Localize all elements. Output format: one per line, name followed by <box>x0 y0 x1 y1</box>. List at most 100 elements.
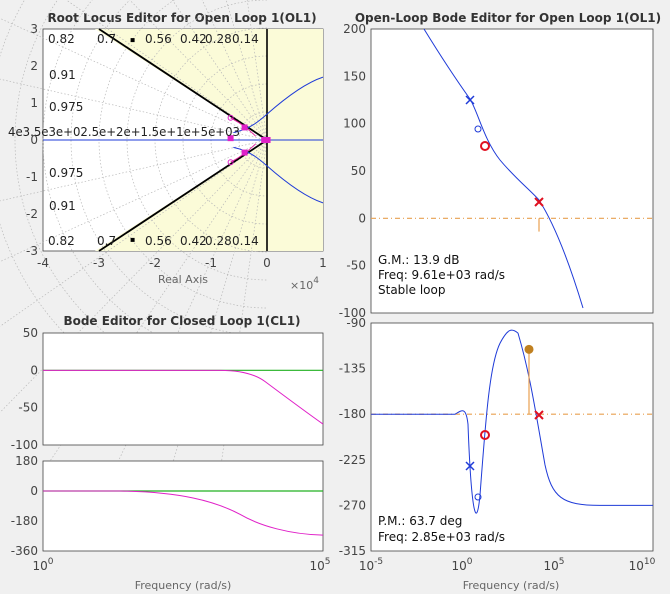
y-tick-label: 100 <box>343 117 366 131</box>
cl-phase-curve[interactable] <box>43 490 324 536</box>
ol-phase-y-ticks: -90 -135 -180 -225 -270 -315 <box>339 316 366 558</box>
constraint-handle[interactable] <box>130 237 135 242</box>
root-locus-x-axis-label: Real Axis <box>158 273 208 286</box>
tick-exponent: 5 <box>325 557 331 567</box>
root-locus-x-ticks: -4 -3 -2 -1 0 1 <box>37 256 327 270</box>
damping-ray <box>65 0 268 141</box>
x-tick-label: 100 <box>32 557 53 573</box>
open-loop-bode-editor[interactable]: Open-Loop Bode Editor for Open Loop 1(OL… <box>339 11 661 320</box>
closed-loop-pole[interactable] <box>241 149 248 156</box>
closed-loop-pole[interactable] <box>264 137 271 143</box>
compensator-pole-marker[interactable] <box>534 197 544 207</box>
damping-ray <box>246 0 268 141</box>
y-tick-label: -2 <box>26 207 38 221</box>
damping-label-bottom: 0.82 <box>48 234 75 248</box>
phase-margin-marker[interactable] <box>524 344 534 354</box>
y-tick-label: -3 <box>26 244 38 258</box>
gain-margin-text: G.M.: 13.9 dB <box>378 253 460 267</box>
tick-base: 10 <box>629 559 644 573</box>
compensator-pole-marker[interactable] <box>534 410 544 420</box>
y-tick-label: -270 <box>339 498 366 512</box>
ol-phase-x-ticks: 10-5 100 105 1010 <box>359 557 656 573</box>
ol-phase-plot-area[interactable] <box>370 322 654 552</box>
zero-o-marker[interactable] <box>474 125 482 133</box>
constraint-handle[interactable] <box>130 38 135 43</box>
closed-loop-pole[interactable] <box>261 137 268 143</box>
y-tick-label: -180 <box>339 407 366 421</box>
design-constraint-lower[interactable] <box>98 139 268 252</box>
closed-loop-pole[interactable] <box>227 135 234 142</box>
damping-label-top: 0.28 <box>205 32 232 46</box>
y-tick-label: 1 <box>30 96 38 110</box>
damping-ray <box>0 139 268 413</box>
y-tick-label: -100 <box>339 306 366 320</box>
damping-ray <box>201 0 268 141</box>
y-tick-label: -135 <box>339 362 366 376</box>
damping-label-left: 0.91 <box>49 68 76 82</box>
stability-text: Stable loop <box>378 283 445 297</box>
closed-loop-bode-title: Bode Editor for Closed Loop 1(CL1) <box>63 314 300 328</box>
zero-o-marker[interactable] <box>474 493 482 501</box>
damping-ray <box>171 0 268 141</box>
root-locus-editor[interactable]: Root Locus Editor for Open Loop 1(OL1) 0… <box>0 0 327 537</box>
compensator-zero-marker[interactable] <box>480 141 490 151</box>
tick-exponent: 10 <box>644 557 656 567</box>
magnitude-curve[interactable] <box>423 28 584 309</box>
y-tick-label: 0 <box>30 484 38 498</box>
cl-phase-curve[interactable] <box>43 490 324 536</box>
tick-base: 10 <box>451 559 466 573</box>
open-loop-phase-editor[interactable]: -90 -135 -180 -225 -270 -315 P.M.: 63.7 deg F… <box>339 316 656 592</box>
closed-loop-pole[interactable] <box>241 124 248 131</box>
y-tick-label: 3 <box>30 22 38 36</box>
y-tick-label: -315 <box>339 544 366 558</box>
tick-base: 10 <box>32 559 47 573</box>
ol-magnitude-curve[interactable] <box>371 28 653 309</box>
cl-magnitude-curve[interactable] <box>43 369 324 425</box>
zero-marker[interactable] <box>227 114 234 121</box>
damping-label-top: 0.56 <box>145 32 172 46</box>
y-tick-label: 180 <box>15 454 38 468</box>
design-constraint-upper[interactable] <box>98 28 268 141</box>
tick-base: 10 <box>543 559 558 573</box>
ol-magnitude-plot-area[interactable] <box>370 28 654 314</box>
pole-x-marker[interactable] <box>465 95 475 105</box>
cl-magnitude-plot-area[interactable] <box>42 332 324 446</box>
x-tick-label: -2 <box>149 256 161 270</box>
y-tick-label: -180 <box>11 514 38 528</box>
damping-ray <box>0 139 268 327</box>
frequency-arc <box>182 55 268 225</box>
exponent-power: 4 <box>313 276 319 286</box>
damping-label-bottom: 0.56 <box>145 234 172 248</box>
root-locus-x-exponent: ×104 <box>290 276 319 292</box>
tick-base: 10 <box>309 559 324 573</box>
damping-ray <box>129 0 268 141</box>
gain-margin-freq-text: Freq: 9.61e+03 rad/s <box>378 268 505 282</box>
damping-ray <box>0 139 268 263</box>
closed-loop-poles[interactable] <box>227 114 271 166</box>
frequency-arc <box>238 111 268 169</box>
pole-x-marker[interactable] <box>465 461 475 471</box>
y-tick-label: 2 <box>30 59 38 73</box>
phase-margin-text: P.M.: 63.7 deg <box>378 514 462 528</box>
damping-ray <box>0 78 268 141</box>
cl-magnitude-curve[interactable] <box>43 369 324 425</box>
compensator-zero-marker[interactable] <box>480 430 490 440</box>
damping-label-bottom: 0.14 <box>232 234 259 248</box>
damping-labels: 0.82 0.7 0.56 0.420.28 0.140.82 0.7 0.56 0.420.… <box>48 32 259 248</box>
closed-loop-bode-editor[interactable]: Bode Editor for Closed Loop 1(CL1) 500-5… <box>11 314 331 592</box>
zero-marker[interactable] <box>227 159 234 166</box>
frequency-arc <box>14 0 268 393</box>
x-tick-label: 100 <box>451 557 472 573</box>
ol-magnitude-y-ticks: 200 150 100 50 0 -50 -100 <box>339 22 366 320</box>
y-tick-label: 0 <box>30 363 38 377</box>
cl-phase-plot-area[interactable] <box>42 460 324 552</box>
damping-ray <box>225 0 268 141</box>
y-tick-label: 50 <box>23 326 38 340</box>
cl-phase-x-ticks: 100 105 <box>32 557 330 573</box>
phase-curve[interactable] <box>371 329 653 514</box>
y-tick-label: 0 <box>30 133 38 147</box>
frequency-arc <box>126 0 268 281</box>
damping-label-left: 0.975 <box>49 100 83 114</box>
ol-phase-curve[interactable] <box>371 329 653 514</box>
